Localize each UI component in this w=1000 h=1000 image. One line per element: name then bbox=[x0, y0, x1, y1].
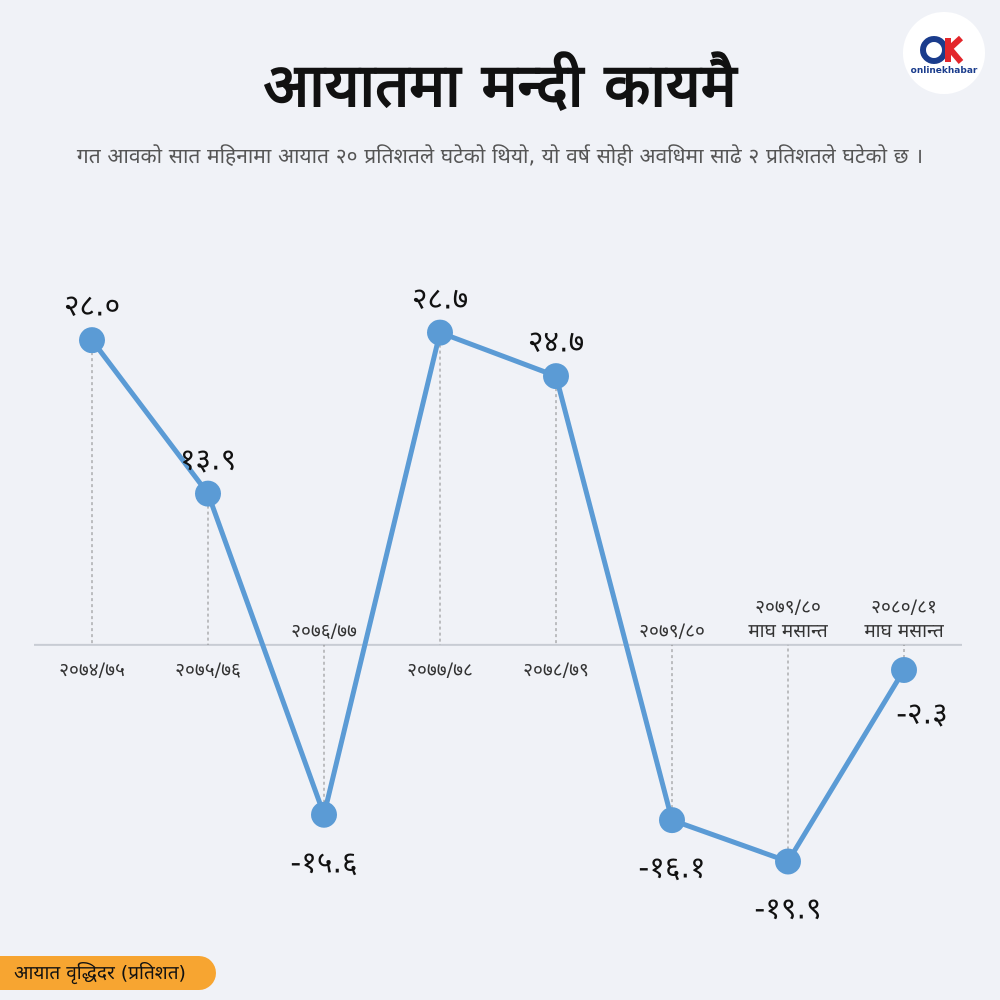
data-label: -१६.१ bbox=[638, 850, 706, 886]
point bbox=[195, 480, 221, 507]
logo-text: onlinekhabar bbox=[910, 66, 978, 76]
point bbox=[79, 327, 105, 354]
chart-title: आयातमा मन्दी कायमै bbox=[263, 51, 737, 121]
y-axis-label: आयात वृद्धिदर (प्रतिशत) bbox=[0, 956, 216, 990]
data-label: १३.९ bbox=[179, 442, 237, 478]
series-line bbox=[90, 330, 907, 864]
point bbox=[659, 807, 685, 834]
data-label: -१५.६ bbox=[290, 845, 358, 881]
logo: onlinekhabar bbox=[903, 12, 985, 94]
data-label: २८.७ bbox=[411, 281, 469, 317]
x-tick-label: २०७६/७७ bbox=[291, 619, 357, 642]
data-label: -२.३ bbox=[896, 696, 948, 732]
point bbox=[891, 656, 917, 683]
x-tick-label: २०७४/७५ bbox=[59, 658, 125, 681]
x-tick-label: २०७८/७९ bbox=[523, 658, 589, 681]
x-tick-label: २०७५/७६ bbox=[175, 658, 241, 681]
point bbox=[311, 801, 337, 828]
chart-subtitle: गत आवको सात महिनामा आयात २० प्रतिशतले घट… bbox=[76, 144, 924, 168]
data-label: २४.७ bbox=[527, 324, 585, 360]
logo-mark bbox=[920, 35, 964, 64]
x-tick-label: २०७९/८० माघ मसान्त bbox=[748, 595, 828, 642]
data-label: २८.० bbox=[63, 288, 121, 324]
x-tick-label: २०७९/८० bbox=[639, 619, 705, 642]
point bbox=[427, 319, 453, 346]
point bbox=[775, 848, 801, 875]
x-tick-label: २०८०/८१ माघ मसान्त bbox=[864, 595, 944, 642]
point bbox=[543, 363, 569, 390]
x-tick-label: २०७७/७८ bbox=[407, 658, 473, 681]
data-label: -१९.९ bbox=[754, 891, 822, 927]
